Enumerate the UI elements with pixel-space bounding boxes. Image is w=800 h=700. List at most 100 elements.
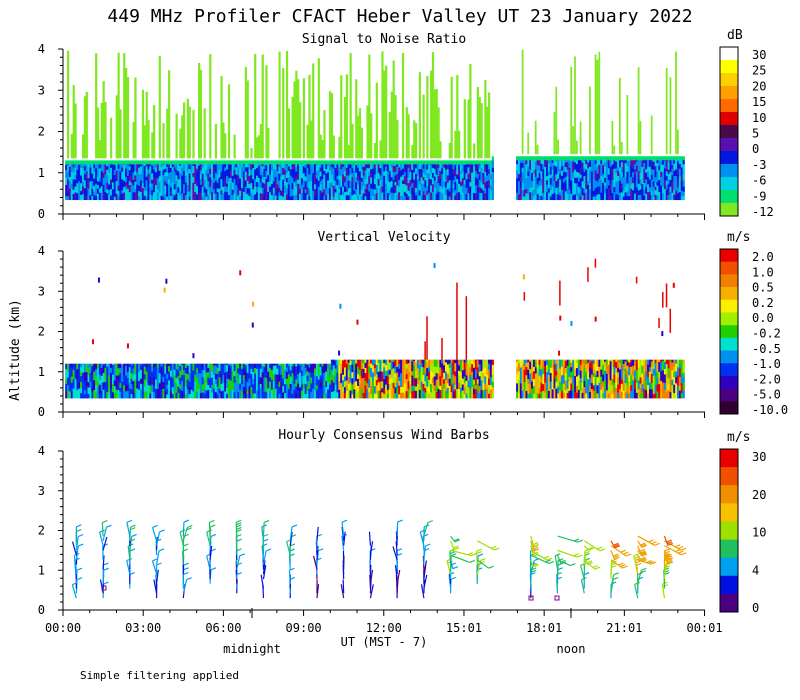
snr-cell — [579, 184, 582, 189]
snr-cell — [321, 186, 324, 193]
velocity-cell — [169, 383, 173, 392]
velocity-cell — [164, 363, 167, 367]
snr-cell — [375, 170, 378, 178]
snr-cell — [310, 174, 313, 182]
velocity-cell — [72, 388, 75, 399]
snr-cell — [351, 184, 354, 190]
snr-cell — [454, 195, 457, 201]
velocity-cell — [420, 359, 423, 363]
snr-cell — [370, 163, 373, 170]
snr-cell — [357, 180, 360, 185]
snr-cell — [252, 167, 255, 176]
velocity-cell — [175, 392, 178, 399]
velocity-cell — [229, 373, 233, 381]
velocity-cell — [660, 370, 663, 381]
snr-cell — [373, 162, 377, 169]
snr-cell — [65, 187, 68, 197]
velocity-cell — [486, 364, 489, 375]
snr-cell — [385, 162, 388, 167]
snr-cell — [267, 127, 270, 159]
velocity-cell — [489, 376, 493, 386]
velocity-cell — [587, 371, 590, 380]
snr-cell — [435, 174, 438, 182]
snr-cell — [428, 195, 431, 201]
wind-barb — [343, 531, 346, 546]
snr-cell — [276, 162, 279, 167]
velocity-cell — [394, 386, 397, 394]
snr-cell — [587, 162, 590, 169]
snr-cell — [141, 183, 145, 189]
velocity-cell — [164, 382, 167, 392]
velocity-cell — [435, 372, 438, 380]
snr-cell — [575, 187, 579, 196]
snr-cell — [250, 174, 253, 183]
velocity-cell — [67, 363, 70, 372]
snr-cell — [422, 194, 425, 201]
velocity-cell — [325, 393, 328, 399]
velocity-cell — [134, 378, 137, 384]
velocity-cell — [244, 388, 247, 399]
snr-cell — [222, 186, 225, 194]
velocity-cell — [549, 359, 552, 368]
velocity-cell — [658, 390, 661, 399]
velocity-cell — [349, 359, 352, 365]
snr-cell — [183, 102, 186, 159]
velocity-cell — [347, 359, 350, 363]
snr-cell — [574, 158, 577, 163]
velocity-cell — [284, 383, 287, 394]
snr-cell — [211, 160, 214, 165]
snr-cell — [357, 175, 360, 181]
snr-cell — [227, 194, 231, 201]
snr-cell — [418, 189, 421, 196]
velocity-cell — [426, 359, 429, 363]
snr-cell — [89, 180, 92, 188]
snr-cell — [119, 176, 122, 183]
velocity-cell — [570, 377, 573, 384]
snr-cell — [74, 186, 77, 193]
velocity-cell — [108, 383, 111, 393]
snr-cell — [555, 156, 558, 161]
snr-cell — [184, 187, 188, 195]
velocity-cell — [665, 373, 668, 383]
snr-cell — [648, 171, 652, 180]
wind-barb — [260, 574, 265, 589]
snr-cell — [272, 168, 276, 176]
snr-cell — [385, 183, 388, 190]
snr-cell — [319, 195, 322, 201]
velocity-cell — [186, 365, 189, 375]
snr-cell — [212, 188, 216, 194]
snr-cell — [577, 186, 581, 193]
snr-cell — [323, 188, 326, 196]
velocity-cell — [645, 370, 648, 381]
snr-cell — [416, 175, 420, 180]
snr-cell — [289, 181, 292, 187]
velocity-cell — [536, 359, 539, 369]
snr-cell — [564, 184, 567, 192]
velocity-cell — [405, 373, 408, 380]
velocity-cell — [480, 379, 483, 390]
snr-cell — [85, 164, 88, 172]
snr-cell — [102, 168, 105, 173]
velocity-cell — [538, 359, 541, 365]
snr-cell — [317, 169, 320, 176]
velocity-cell — [538, 387, 541, 395]
snr-cell — [327, 179, 330, 189]
colorbar-segment — [720, 164, 738, 178]
snr-cell — [555, 173, 558, 182]
snr-cell — [632, 156, 635, 161]
snr-cell — [401, 174, 405, 181]
velocity-cell — [663, 373, 667, 383]
velocity-cell — [347, 388, 350, 399]
velocity-cell — [544, 392, 547, 399]
snr-cell — [413, 192, 416, 201]
snr-cell — [168, 167, 171, 173]
velocity-cell — [364, 367, 367, 373]
snr-cell — [108, 168, 111, 173]
snr-cell — [110, 167, 113, 172]
velocity-cell — [115, 389, 118, 394]
snr-cell — [250, 160, 253, 165]
velocity-cell — [145, 380, 148, 392]
wind-barb — [126, 522, 131, 537]
snr-cell — [396, 173, 399, 178]
velocity-cell — [654, 359, 657, 363]
